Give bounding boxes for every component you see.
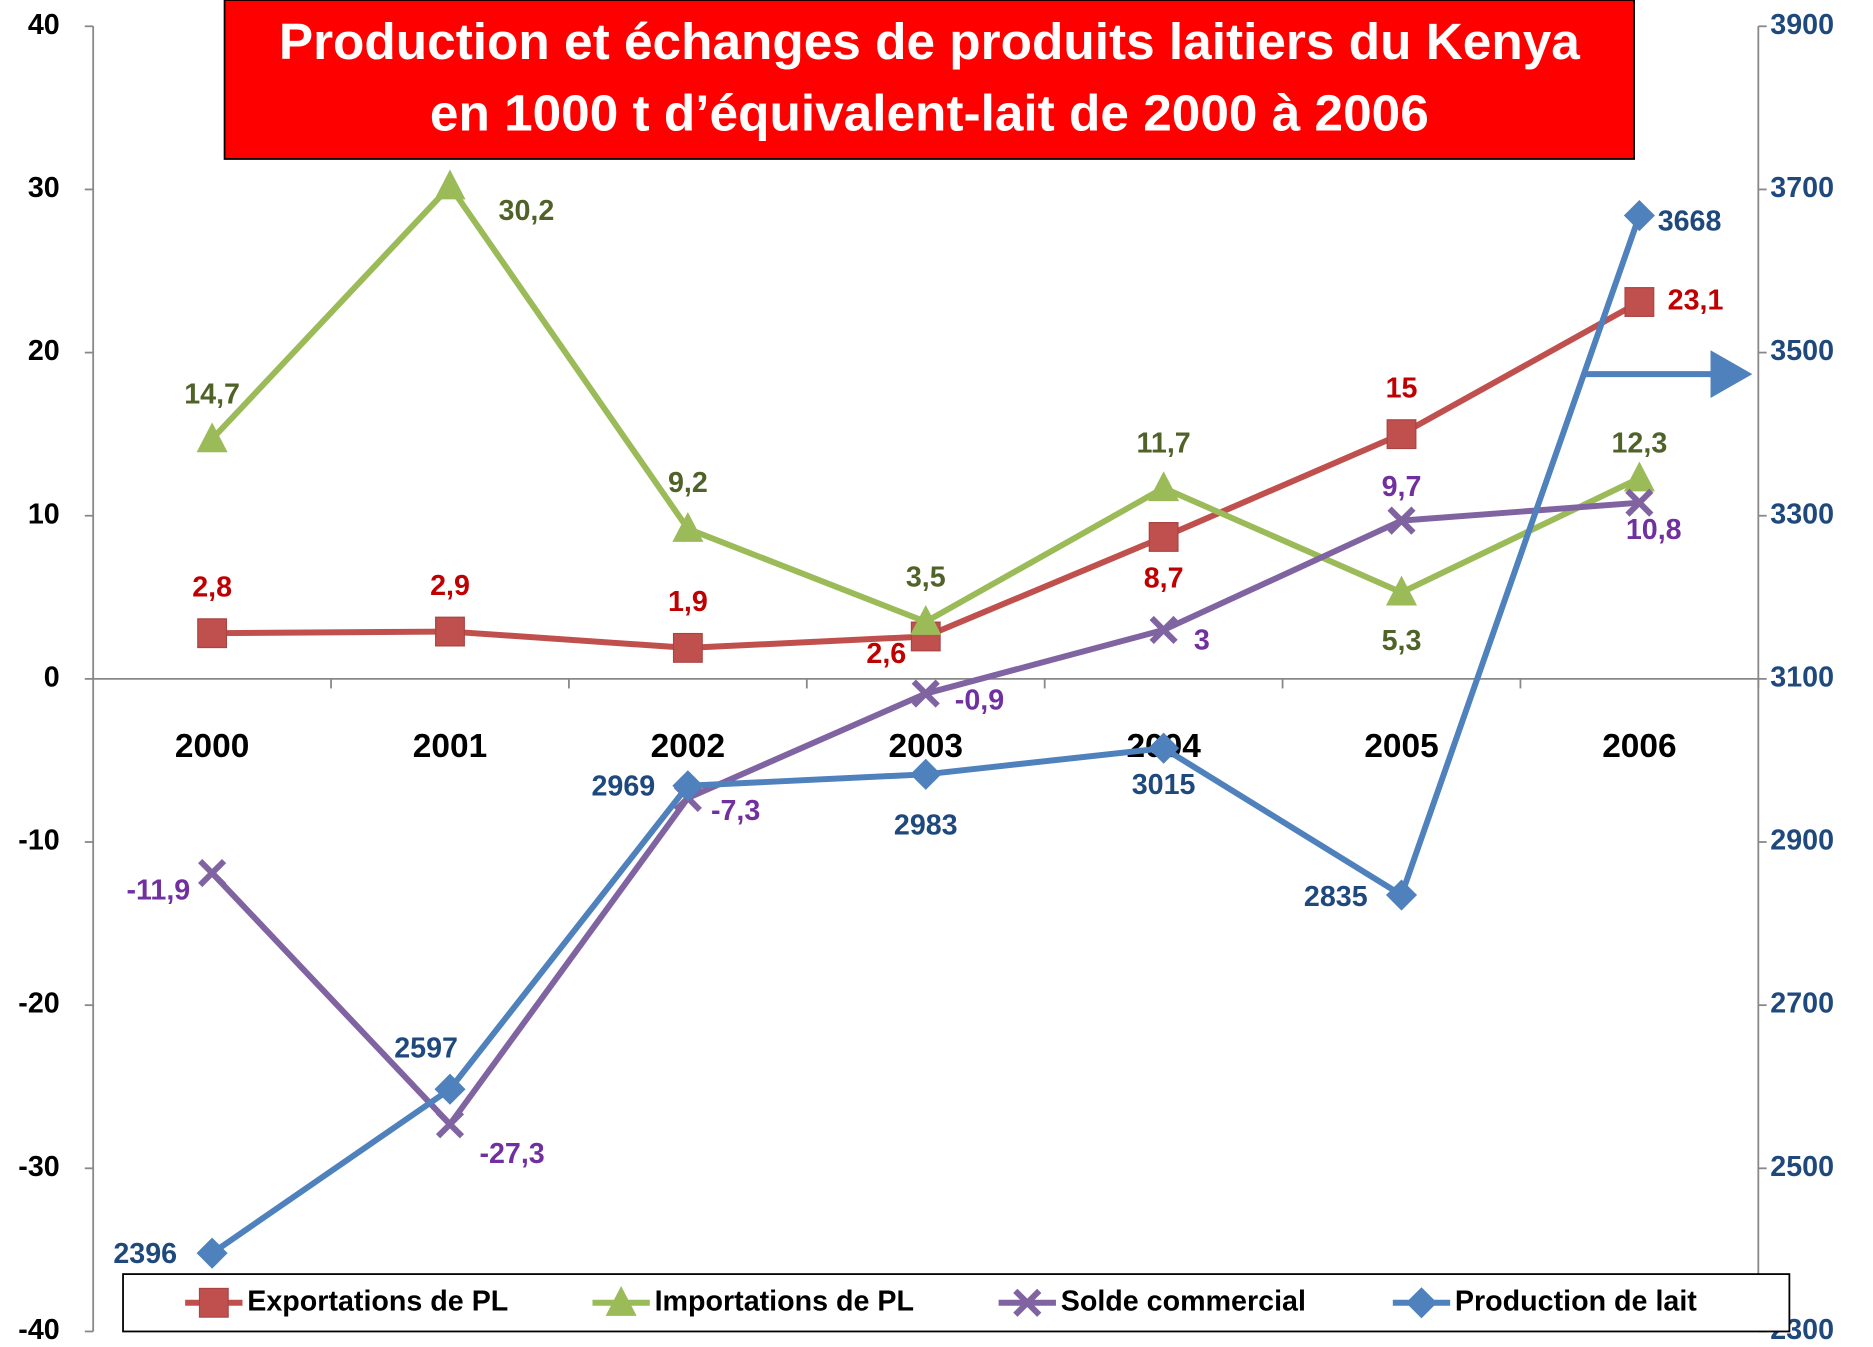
marker <box>1385 879 1418 911</box>
y-tick-label: -30 <box>18 1151 59 1183</box>
y2-tick-label: 3900 <box>1770 9 1834 41</box>
data-label: 3,5 <box>906 561 946 593</box>
marker <box>435 616 465 647</box>
y-tick-label: 0 <box>44 661 60 693</box>
data-label: 3 <box>1194 624 1210 656</box>
data-label: 1,9 <box>668 586 708 618</box>
data-label: 2,6 <box>866 638 906 670</box>
x-tick-label: 2000 <box>175 728 249 765</box>
marker <box>1148 471 1180 502</box>
data-label: 15 <box>1386 373 1418 405</box>
data-label: 2597 <box>394 1032 458 1064</box>
data-label: 2,8 <box>192 572 232 604</box>
data-label: 23,1 <box>1668 285 1724 317</box>
marker <box>434 1073 466 1105</box>
marker <box>198 858 227 888</box>
data-label: 2396 <box>113 1238 177 1270</box>
data-label: 3668 <box>1658 205 1722 237</box>
data-label: 30,2 <box>499 195 555 227</box>
y-tick-label: 10 <box>28 498 60 530</box>
data-label: 2,9 <box>430 570 470 602</box>
data-label: 9,2 <box>668 467 708 499</box>
marker <box>196 422 228 453</box>
y2-tick-label: 3500 <box>1770 335 1834 367</box>
data-label: 14,7 <box>184 379 240 411</box>
series-line <box>212 299 1641 651</box>
y-tick-label: -40 <box>18 1314 59 1346</box>
marker <box>435 1110 465 1139</box>
y2-tick-label: 2900 <box>1770 825 1834 857</box>
y-tick-label: 20 <box>28 335 60 367</box>
marker <box>1625 488 1654 517</box>
marker <box>672 512 704 542</box>
data-label: 11,7 <box>1137 428 1191 460</box>
y2-tick-label: 3100 <box>1770 661 1834 693</box>
data-label: 3015 <box>1132 769 1196 801</box>
data-label: -7,3 <box>711 795 760 827</box>
data-label: -11,9 <box>127 875 191 907</box>
marker <box>1405 1287 1438 1319</box>
x-tick-label: 2002 <box>651 728 725 765</box>
y2-tick-label: 3700 <box>1770 172 1834 204</box>
y2-tick-label: 2700 <box>1770 988 1834 1020</box>
title-box <box>223 0 1635 160</box>
marker <box>434 169 466 200</box>
marker <box>1624 287 1655 317</box>
legend-label: Exportations de PL <box>247 1285 508 1317</box>
legend-label: Production de lait <box>1455 1285 1697 1317</box>
y-tick-label: -10 <box>18 825 59 857</box>
legend-label: Importations de PL <box>655 1285 914 1317</box>
y2-tick-label: 2500 <box>1770 1151 1834 1183</box>
x-tick-label: 2006 <box>1602 728 1676 765</box>
marker <box>1149 615 1178 644</box>
marker <box>1148 522 1179 552</box>
marker <box>910 758 942 790</box>
y-tick-label: -20 <box>18 988 59 1020</box>
marker <box>1013 1288 1042 1317</box>
data-label: 9,7 <box>1382 471 1422 503</box>
data-label: 2969 <box>592 771 656 803</box>
marker <box>1623 461 1655 492</box>
y-tick-label: 30 <box>28 172 60 204</box>
data-label: 8,7 <box>1144 563 1184 595</box>
marker <box>1148 732 1180 764</box>
data-label: 12,3 <box>1612 427 1668 459</box>
chart-title: en 1000 t d’équivalent-lait de 2000 à 20… <box>430 84 1429 142</box>
marker <box>197 618 228 649</box>
data-label: -27,3 <box>479 1138 544 1170</box>
y-tick-label: 40 <box>28 9 60 41</box>
marker <box>1385 575 1418 606</box>
marker <box>1387 506 1416 535</box>
marker <box>672 770 704 802</box>
marker <box>672 632 703 663</box>
chart-title: Production et échanges de produits laiti… <box>279 12 1580 70</box>
series-line <box>209 183 1641 625</box>
data-label: -0,9 <box>955 685 1004 717</box>
marker <box>1386 419 1417 450</box>
y2-tick-label: 3300 <box>1770 498 1834 530</box>
data-label: 10,8 <box>1626 514 1682 546</box>
marker <box>1623 200 1655 232</box>
marker <box>910 605 942 635</box>
marker <box>911 679 940 708</box>
data-label: 2835 <box>1304 881 1368 913</box>
marker <box>605 1286 637 1316</box>
legend <box>122 1273 1791 1333</box>
marker <box>198 1287 229 1318</box>
data-label: 5,3 <box>1382 625 1422 657</box>
x-tick-label: 2005 <box>1364 728 1438 765</box>
legend-label: Solde commercial <box>1061 1285 1306 1317</box>
x-tick-label: 2001 <box>413 728 487 765</box>
data-label: 2983 <box>894 809 958 841</box>
